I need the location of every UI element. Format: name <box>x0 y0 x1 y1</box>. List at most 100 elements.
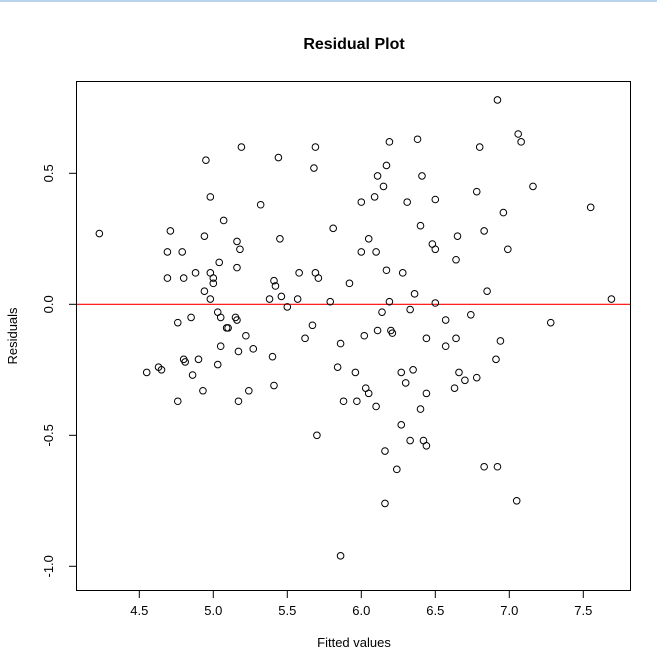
data-point <box>416 405 425 413</box>
data-point <box>224 324 232 332</box>
data-point <box>311 143 320 151</box>
data-point <box>333 363 342 371</box>
points <box>95 96 616 560</box>
data-point <box>191 269 200 277</box>
x-tick-label: 6.5 <box>426 603 444 618</box>
data-point <box>178 248 187 256</box>
x-tick-label: 4.5 <box>130 603 148 618</box>
data-point <box>173 397 182 406</box>
data-point <box>283 303 292 311</box>
chart-title: Residual Plot <box>303 36 405 53</box>
data-point <box>173 318 182 327</box>
data-point <box>293 295 302 303</box>
data-point <box>406 305 414 314</box>
data-point <box>234 397 243 406</box>
x-axis: 4.5 5.0 5.5 6.0 6.5 7.0 7.5 <box>130 590 592 618</box>
data-point <box>441 316 450 324</box>
data-point <box>249 345 258 353</box>
data-point <box>452 334 460 343</box>
data-point <box>483 287 491 296</box>
data-point <box>529 182 537 191</box>
data-point <box>245 386 253 395</box>
data-point <box>364 235 373 243</box>
data-point <box>373 172 382 180</box>
data-point <box>353 397 361 406</box>
data-point <box>202 156 210 164</box>
data-point <box>351 368 360 377</box>
data-point <box>357 248 366 256</box>
data-point <box>453 232 462 240</box>
data-point <box>385 297 394 306</box>
data-point <box>209 274 218 282</box>
data-point <box>467 310 475 319</box>
data-point <box>452 255 460 264</box>
data-point <box>199 386 207 395</box>
data-point <box>472 373 481 382</box>
data-point <box>237 143 246 151</box>
data-point <box>607 295 616 303</box>
data-point <box>276 235 284 243</box>
data-point <box>416 221 425 230</box>
data-point <box>393 465 401 474</box>
data-point <box>336 339 345 348</box>
data-point <box>360 331 369 340</box>
data-point <box>200 287 209 296</box>
data-point <box>493 462 502 471</box>
data-point <box>401 379 410 387</box>
data-point <box>336 552 345 560</box>
data-point <box>179 274 188 282</box>
data-point <box>441 342 450 351</box>
data-point <box>472 187 481 196</box>
y-tick-label: -0.5 <box>41 424 56 446</box>
data-point <box>271 282 280 290</box>
data-point <box>163 274 172 282</box>
data-point <box>206 295 215 303</box>
data-point <box>233 263 241 272</box>
y-axis-label: Residuals <box>5 307 20 365</box>
data-point <box>406 436 414 445</box>
x-tick-label: 7.5 <box>574 603 592 618</box>
data-point <box>301 334 309 343</box>
data-point <box>200 232 209 240</box>
data-point <box>188 371 197 379</box>
y-axis: -1.0 -0.5 0.0 0.5 <box>41 164 77 578</box>
data-point <box>215 258 224 267</box>
data-point <box>382 266 391 275</box>
data-point <box>357 198 366 206</box>
data-point <box>270 381 278 390</box>
data-point <box>499 208 508 217</box>
data-point <box>378 308 386 316</box>
data-point <box>398 269 407 277</box>
data-point <box>339 397 348 406</box>
x-axis-label: Fitted values <box>317 635 391 650</box>
data-point <box>308 321 317 330</box>
data-point <box>95 229 104 238</box>
data-point <box>206 193 215 201</box>
data-point <box>410 290 419 298</box>
data-point <box>388 329 397 337</box>
data-point <box>480 462 488 471</box>
window-top-border <box>0 0 657 2</box>
data-point <box>142 368 151 377</box>
data-point <box>194 355 203 364</box>
data-point <box>403 198 411 206</box>
data-point <box>181 358 189 366</box>
data-point <box>461 376 469 385</box>
data-point <box>422 389 431 398</box>
data-point <box>157 366 166 374</box>
data-point <box>265 295 274 303</box>
data-point <box>397 368 406 377</box>
data-point <box>413 135 422 144</box>
data-point <box>166 227 175 235</box>
data-point <box>409 366 417 374</box>
plot-frame <box>76 81 631 591</box>
data-point <box>370 193 379 201</box>
data-point <box>475 143 484 151</box>
data-point <box>381 447 389 455</box>
data-point <box>216 313 225 322</box>
data-point <box>586 203 595 212</box>
data-point <box>382 161 391 170</box>
data-point <box>213 360 222 369</box>
data-point <box>512 497 521 505</box>
data-point <box>397 421 406 429</box>
